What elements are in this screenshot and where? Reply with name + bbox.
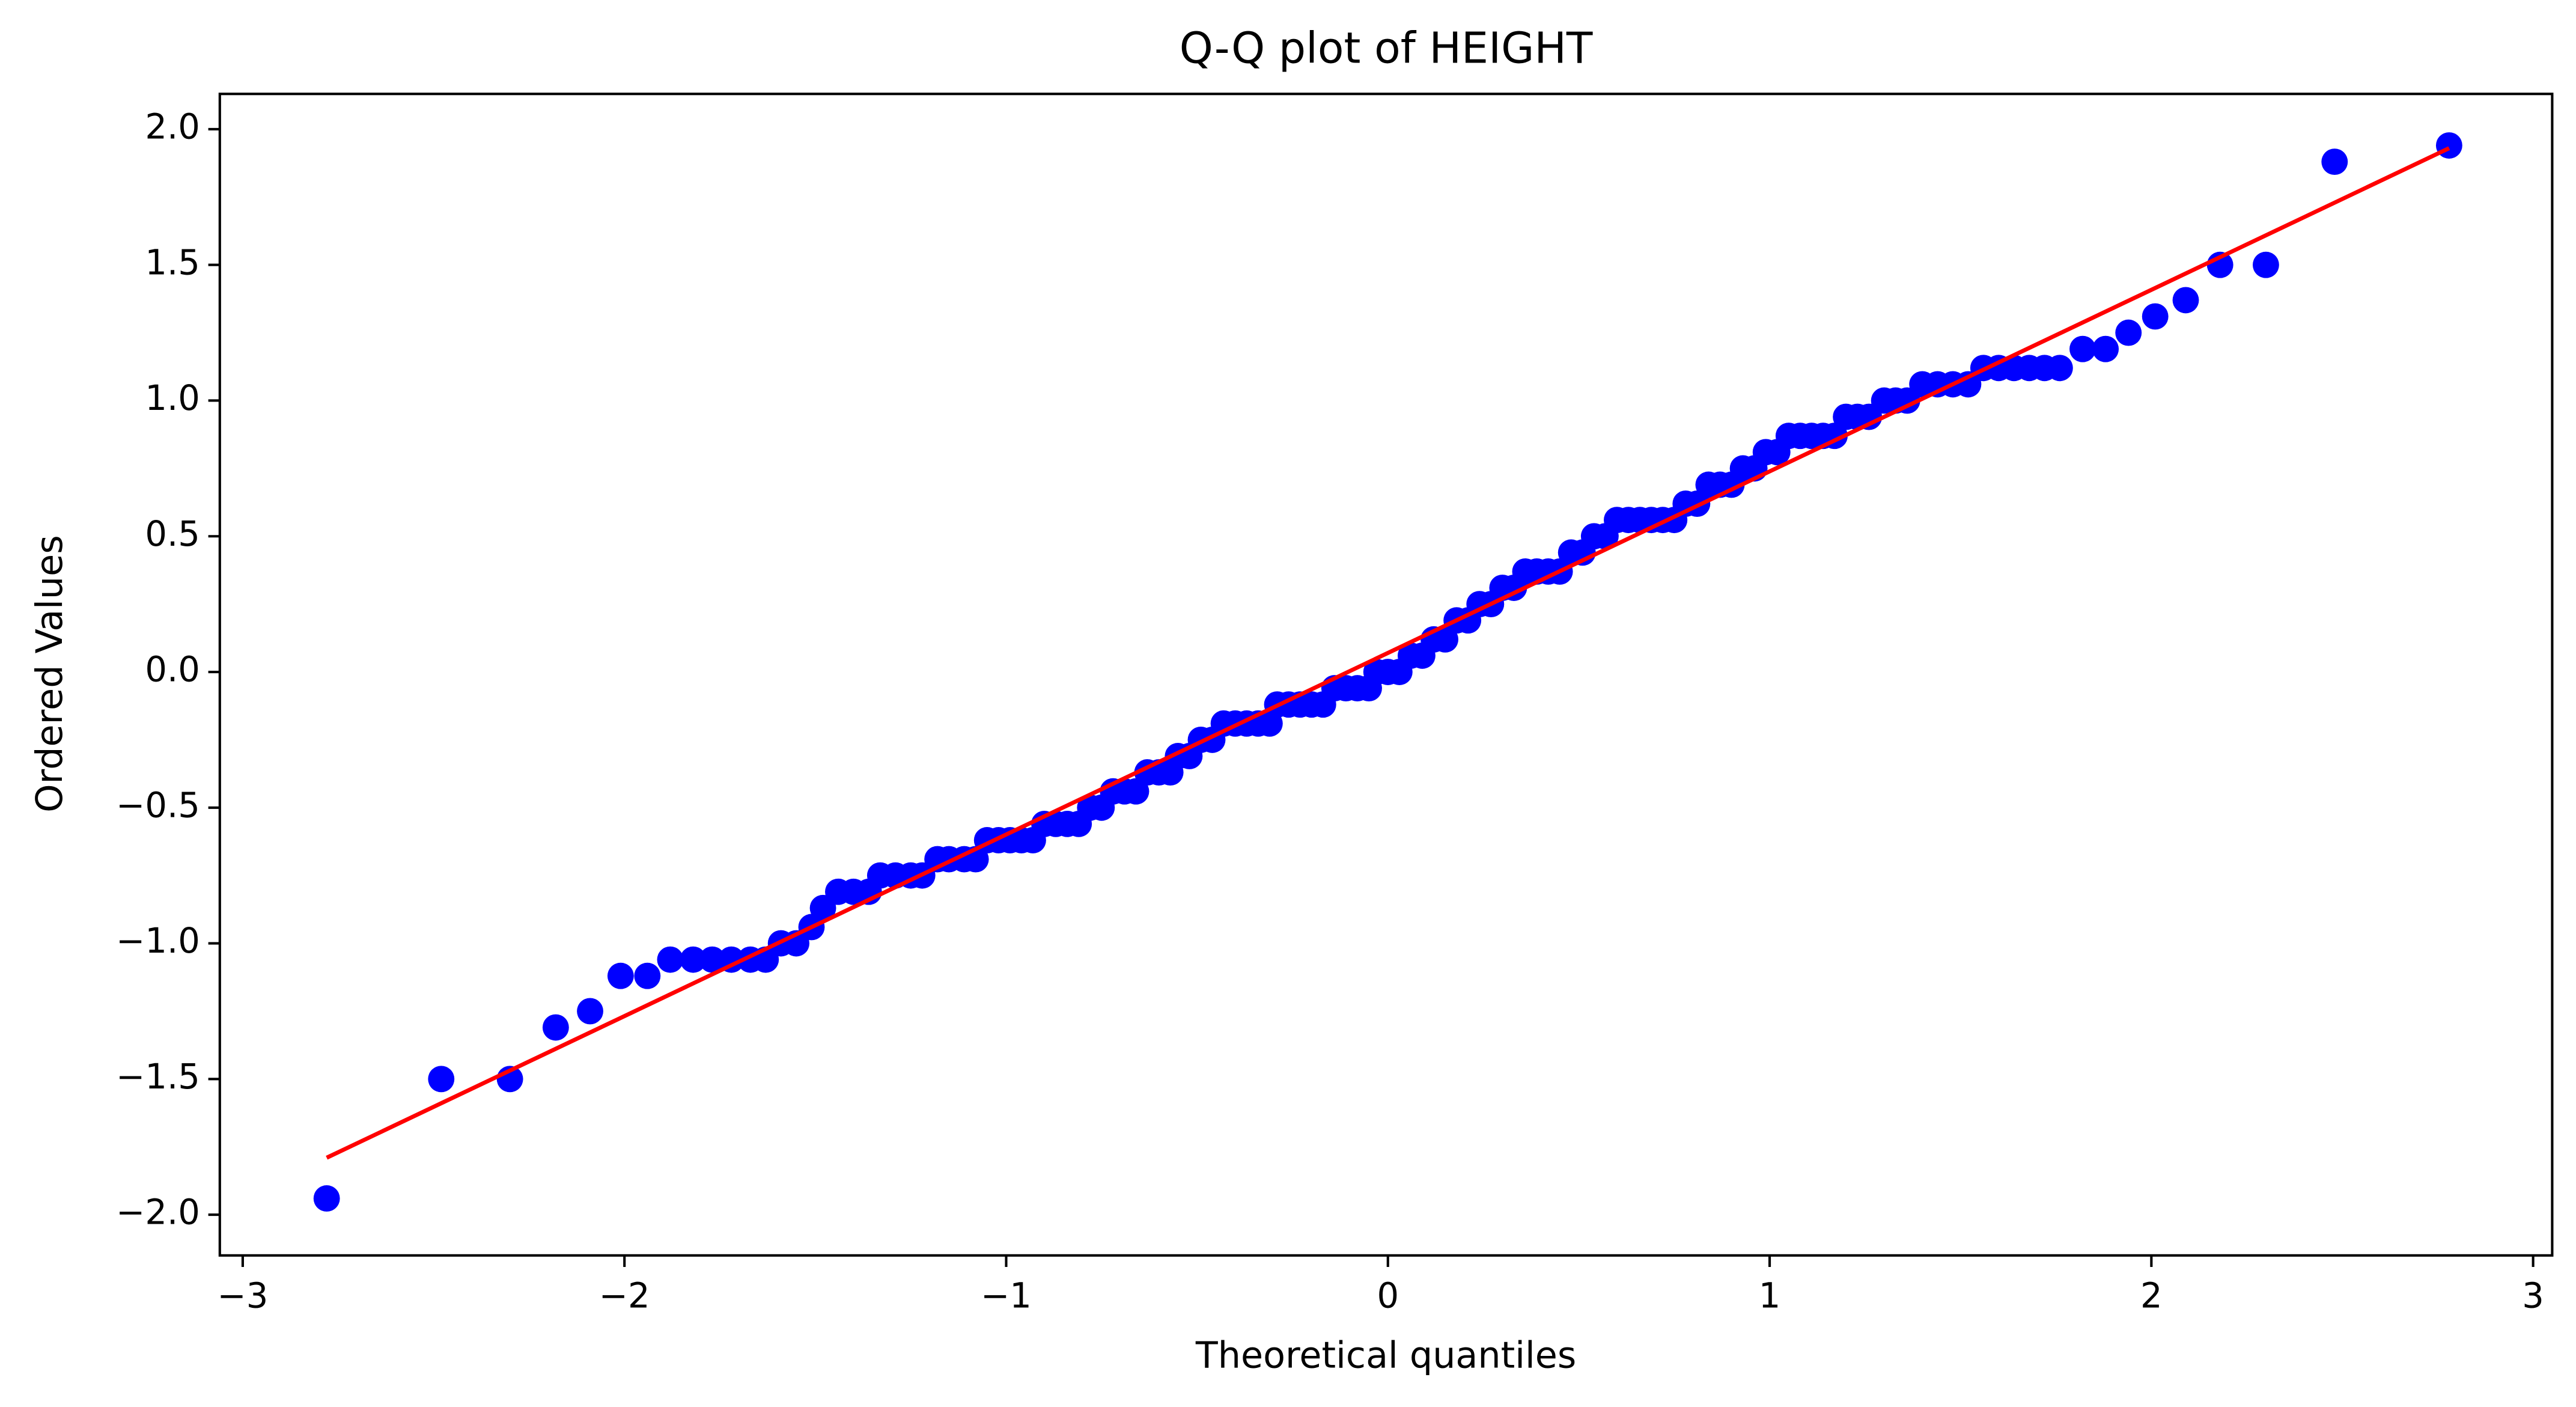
y-tick-label: 2.0 <box>145 107 200 147</box>
data-point <box>2142 303 2169 330</box>
data-point <box>2252 251 2279 278</box>
y-tick-label: 1.5 <box>145 242 200 282</box>
data-point <box>2046 355 2073 382</box>
y-tick-label: 0.0 <box>145 650 200 690</box>
x-tick-label: 3 <box>2522 1276 2544 1316</box>
data-point <box>428 1066 455 1093</box>
y-tick-label: 1.0 <box>145 378 200 418</box>
data-point <box>2069 335 2096 362</box>
data-point <box>2115 319 2142 346</box>
data-point <box>2321 148 2348 175</box>
x-tick-label: −3 <box>218 1276 269 1316</box>
data-point <box>2092 335 2119 362</box>
data-point <box>607 962 634 989</box>
x-tick-label: 1 <box>1759 1276 1781 1316</box>
x-tick-label: 0 <box>1377 1276 1399 1316</box>
y-tick-label: 0.5 <box>145 514 200 554</box>
data-point <box>1432 626 1459 653</box>
x-tick-label: −1 <box>981 1276 1032 1316</box>
y-tick-label: −2.0 <box>116 1192 200 1233</box>
fit-line <box>326 146 2450 1160</box>
data-point <box>542 1014 569 1041</box>
y-tick-label: −0.5 <box>116 785 200 825</box>
y-tick-label: −1.0 <box>116 921 200 961</box>
data-point <box>680 946 707 973</box>
y-tick-label: −1.5 <box>116 1057 200 1097</box>
data-point <box>1122 778 1149 805</box>
data-point <box>657 946 684 973</box>
x-tick-label: −2 <box>599 1276 650 1316</box>
data-point <box>2172 287 2199 314</box>
x-tick-label: 2 <box>2140 1276 2163 1316</box>
data-point <box>313 1185 340 1212</box>
x-axis-label: Theoretical quantiles <box>1195 1334 1576 1376</box>
plot-frame <box>218 93 2554 1257</box>
data-point <box>699 946 726 973</box>
data-point <box>577 998 603 1025</box>
chart-title: Q-Q plot of HEIGHT <box>1180 23 1593 73</box>
y-axis-label: Ordered Values <box>29 535 71 813</box>
data-point <box>634 962 661 989</box>
